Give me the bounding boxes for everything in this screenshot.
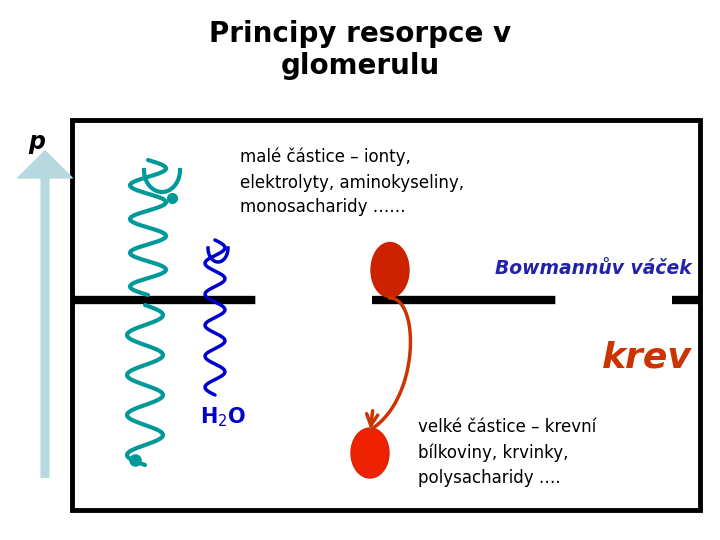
Ellipse shape [371,242,409,298]
Text: malé částice – ionty,
elektrolyty, aminokyseliny,
monosacharidy ……: malé částice – ionty, elektrolyty, amino… [240,148,464,217]
Bar [72,120,700,510]
Text: velké částice – krevní
bílkoviny, krvinky,
polysacharidy ….: velké částice – krevní bílkoviny, krvink… [418,418,596,487]
Text: p: p [28,130,45,154]
Text: Bowmannův váček: Bowmannův váček [495,259,692,278]
Ellipse shape [351,428,389,478]
Text: Principy resorpce v
glomerulu: Principy resorpce v glomerulu [209,20,511,80]
Text: krev: krev [602,340,692,374]
Text: H$_2$O: H$_2$O [200,405,246,429]
